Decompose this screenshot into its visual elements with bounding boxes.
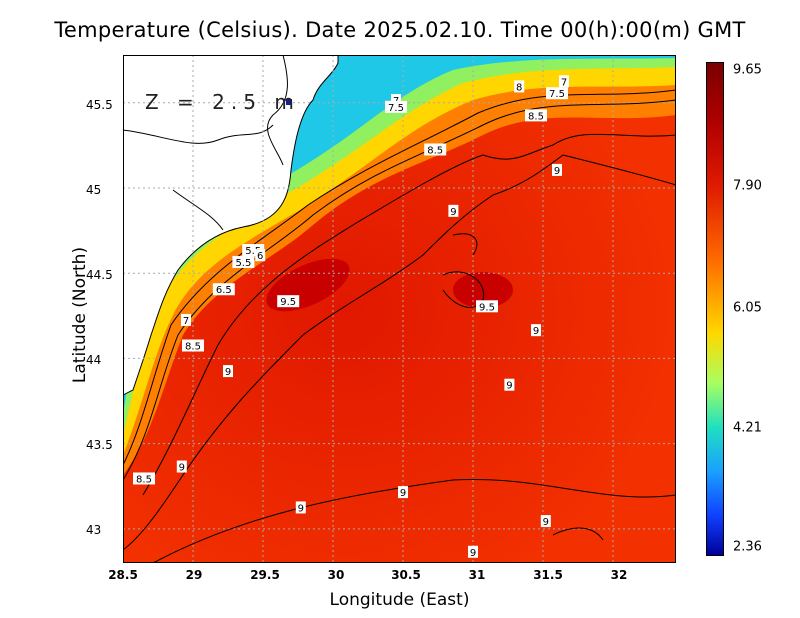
contour-label: 9 xyxy=(179,463,185,474)
contour-label: 7.5 xyxy=(388,103,404,114)
contour-label: 9 xyxy=(298,503,304,514)
contour-label-bg xyxy=(133,472,155,485)
contour-label: 9.5 xyxy=(280,297,296,308)
contour-label: 9.5 xyxy=(479,302,495,313)
colorbar-tick: 9.65 xyxy=(733,62,762,78)
colorbar xyxy=(706,62,724,556)
contours xyxy=(123,89,676,563)
contour-label: 9 xyxy=(470,548,476,559)
contour-label: 9 xyxy=(554,166,560,177)
x-tick: 32 xyxy=(610,568,628,582)
contour-label: 7 xyxy=(561,77,567,88)
y-axis-label: Latitude (North) xyxy=(70,246,90,384)
contour-label: 9 xyxy=(533,326,539,337)
depth-label: Z = 2.5 m xyxy=(145,90,300,114)
temperature-map: 77.588.577.58.5995.565.56.59.59.5798.599… xyxy=(123,55,676,563)
x-tick: 28.5 xyxy=(108,568,138,582)
x-tick: 31 xyxy=(468,568,486,582)
map-frame xyxy=(123,55,676,563)
contour-label-bg xyxy=(212,283,235,296)
contour-label-bg xyxy=(232,255,255,268)
contour-label-bg xyxy=(559,75,569,88)
coast-line xyxy=(123,124,274,144)
contour-label-bg xyxy=(468,545,478,558)
contour-label-bg xyxy=(182,339,204,352)
contour-label-bg xyxy=(385,100,407,113)
contour-label-bg xyxy=(540,515,551,528)
contour-label-bg xyxy=(448,204,459,217)
contour-label-bg xyxy=(531,324,541,337)
y-tick: 45 xyxy=(86,183,102,197)
contour-label: 9 xyxy=(506,381,512,392)
contour-label-bg xyxy=(277,295,300,308)
x-tick: 30 xyxy=(327,568,345,582)
contour-label: 9 xyxy=(400,488,406,499)
contour-label-bg xyxy=(476,300,498,313)
contour-label: 8.5 xyxy=(185,342,201,353)
cold-cell xyxy=(286,99,292,105)
contour-label-bg xyxy=(504,378,515,391)
contour-label-bg xyxy=(176,460,187,473)
contour-label-bg xyxy=(424,143,447,156)
contour-label-bg xyxy=(398,486,408,499)
contour-label-bg xyxy=(255,249,266,262)
contour-label: 6.5 xyxy=(216,285,232,296)
river-line xyxy=(172,189,224,231)
contour-label: 9 xyxy=(450,207,456,218)
contour-label-bg xyxy=(295,501,306,514)
contour-label: 5.5 xyxy=(245,246,261,257)
y-tick: 43 xyxy=(86,523,102,537)
x-tick: 30.5 xyxy=(391,568,421,582)
contour-label: 8.5 xyxy=(136,474,152,485)
contour-label: 6 xyxy=(257,251,263,262)
contour-label-bg xyxy=(546,87,568,100)
contour-label-bg xyxy=(525,109,547,122)
contour-label: 8 xyxy=(516,82,522,93)
y-tick: 43.5 xyxy=(86,438,113,452)
contour-label-bg xyxy=(514,80,525,93)
y-tick: 44.5 xyxy=(86,268,113,282)
colorbar-tick: 2.36 xyxy=(733,539,762,555)
contour-label: 7 xyxy=(183,316,189,327)
contour-label-bg xyxy=(181,313,191,326)
land-mask xyxy=(123,55,339,396)
map-title: Temperature (Celsius). Date 2025.02.10. … xyxy=(54,18,746,42)
x-tick: 31.5 xyxy=(533,568,563,582)
contour-label: 8.5 xyxy=(528,111,544,122)
x-tick: 29 xyxy=(185,568,203,582)
contour-label: 7.5 xyxy=(549,89,565,100)
colorbar-tick: 7.90 xyxy=(733,178,762,194)
colorbar-tick: 4.21 xyxy=(733,420,762,436)
contour-labels: 77.588.577.58.5995.565.56.59.59.5798.599… xyxy=(133,75,569,559)
contour-label: 9 xyxy=(225,367,231,378)
x-axis-label: Longitude (East) xyxy=(329,590,470,610)
colorbar-tick: 6.05 xyxy=(733,300,762,316)
contour-label-bg xyxy=(552,163,562,176)
y-tick: 44 xyxy=(86,353,102,367)
y-tick: 45.5 xyxy=(86,98,113,112)
contour-label: 5.5 xyxy=(235,258,251,269)
border-line xyxy=(267,55,288,166)
contour-label-bg xyxy=(391,94,401,107)
contour-label: 8.5 xyxy=(427,145,443,156)
contour-label: 9 xyxy=(543,517,549,528)
x-tick: 29.5 xyxy=(250,568,280,582)
contour-label-bg xyxy=(223,365,233,378)
